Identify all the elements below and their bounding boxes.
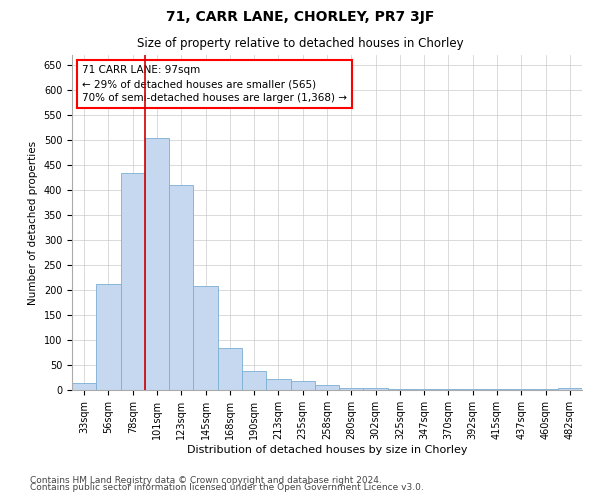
Bar xyxy=(193,286,218,390)
X-axis label: Distribution of detached houses by size in Chorley: Distribution of detached houses by size … xyxy=(187,444,467,454)
Bar xyxy=(339,388,364,390)
Bar xyxy=(509,389,533,390)
Bar xyxy=(436,388,461,390)
Bar xyxy=(121,172,145,390)
Bar xyxy=(315,385,339,390)
Text: Contains HM Land Registry data © Crown copyright and database right 2024.: Contains HM Land Registry data © Crown c… xyxy=(30,476,382,485)
Bar xyxy=(242,371,266,390)
Text: 71, CARR LANE, CHORLEY, PR7 3JF: 71, CARR LANE, CHORLEY, PR7 3JF xyxy=(166,10,434,24)
Bar xyxy=(145,138,169,390)
Bar xyxy=(169,185,193,390)
Text: Contains public sector information licensed under the Open Government Licence v3: Contains public sector information licen… xyxy=(30,484,424,492)
Bar xyxy=(266,379,290,390)
Bar xyxy=(388,388,412,390)
Y-axis label: Number of detached properties: Number of detached properties xyxy=(28,140,38,304)
Text: Size of property relative to detached houses in Chorley: Size of property relative to detached ho… xyxy=(137,38,463,51)
Bar xyxy=(364,388,388,390)
Bar xyxy=(96,284,121,390)
Bar xyxy=(218,348,242,390)
Bar xyxy=(461,388,485,390)
Bar xyxy=(485,388,509,390)
Bar xyxy=(290,381,315,390)
Bar xyxy=(558,388,582,390)
Bar xyxy=(412,388,436,390)
Bar xyxy=(533,389,558,390)
Text: 71 CARR LANE: 97sqm
← 29% of detached houses are smaller (565)
70% of semi-detac: 71 CARR LANE: 97sqm ← 29% of detached ho… xyxy=(82,65,347,103)
Bar xyxy=(72,382,96,390)
